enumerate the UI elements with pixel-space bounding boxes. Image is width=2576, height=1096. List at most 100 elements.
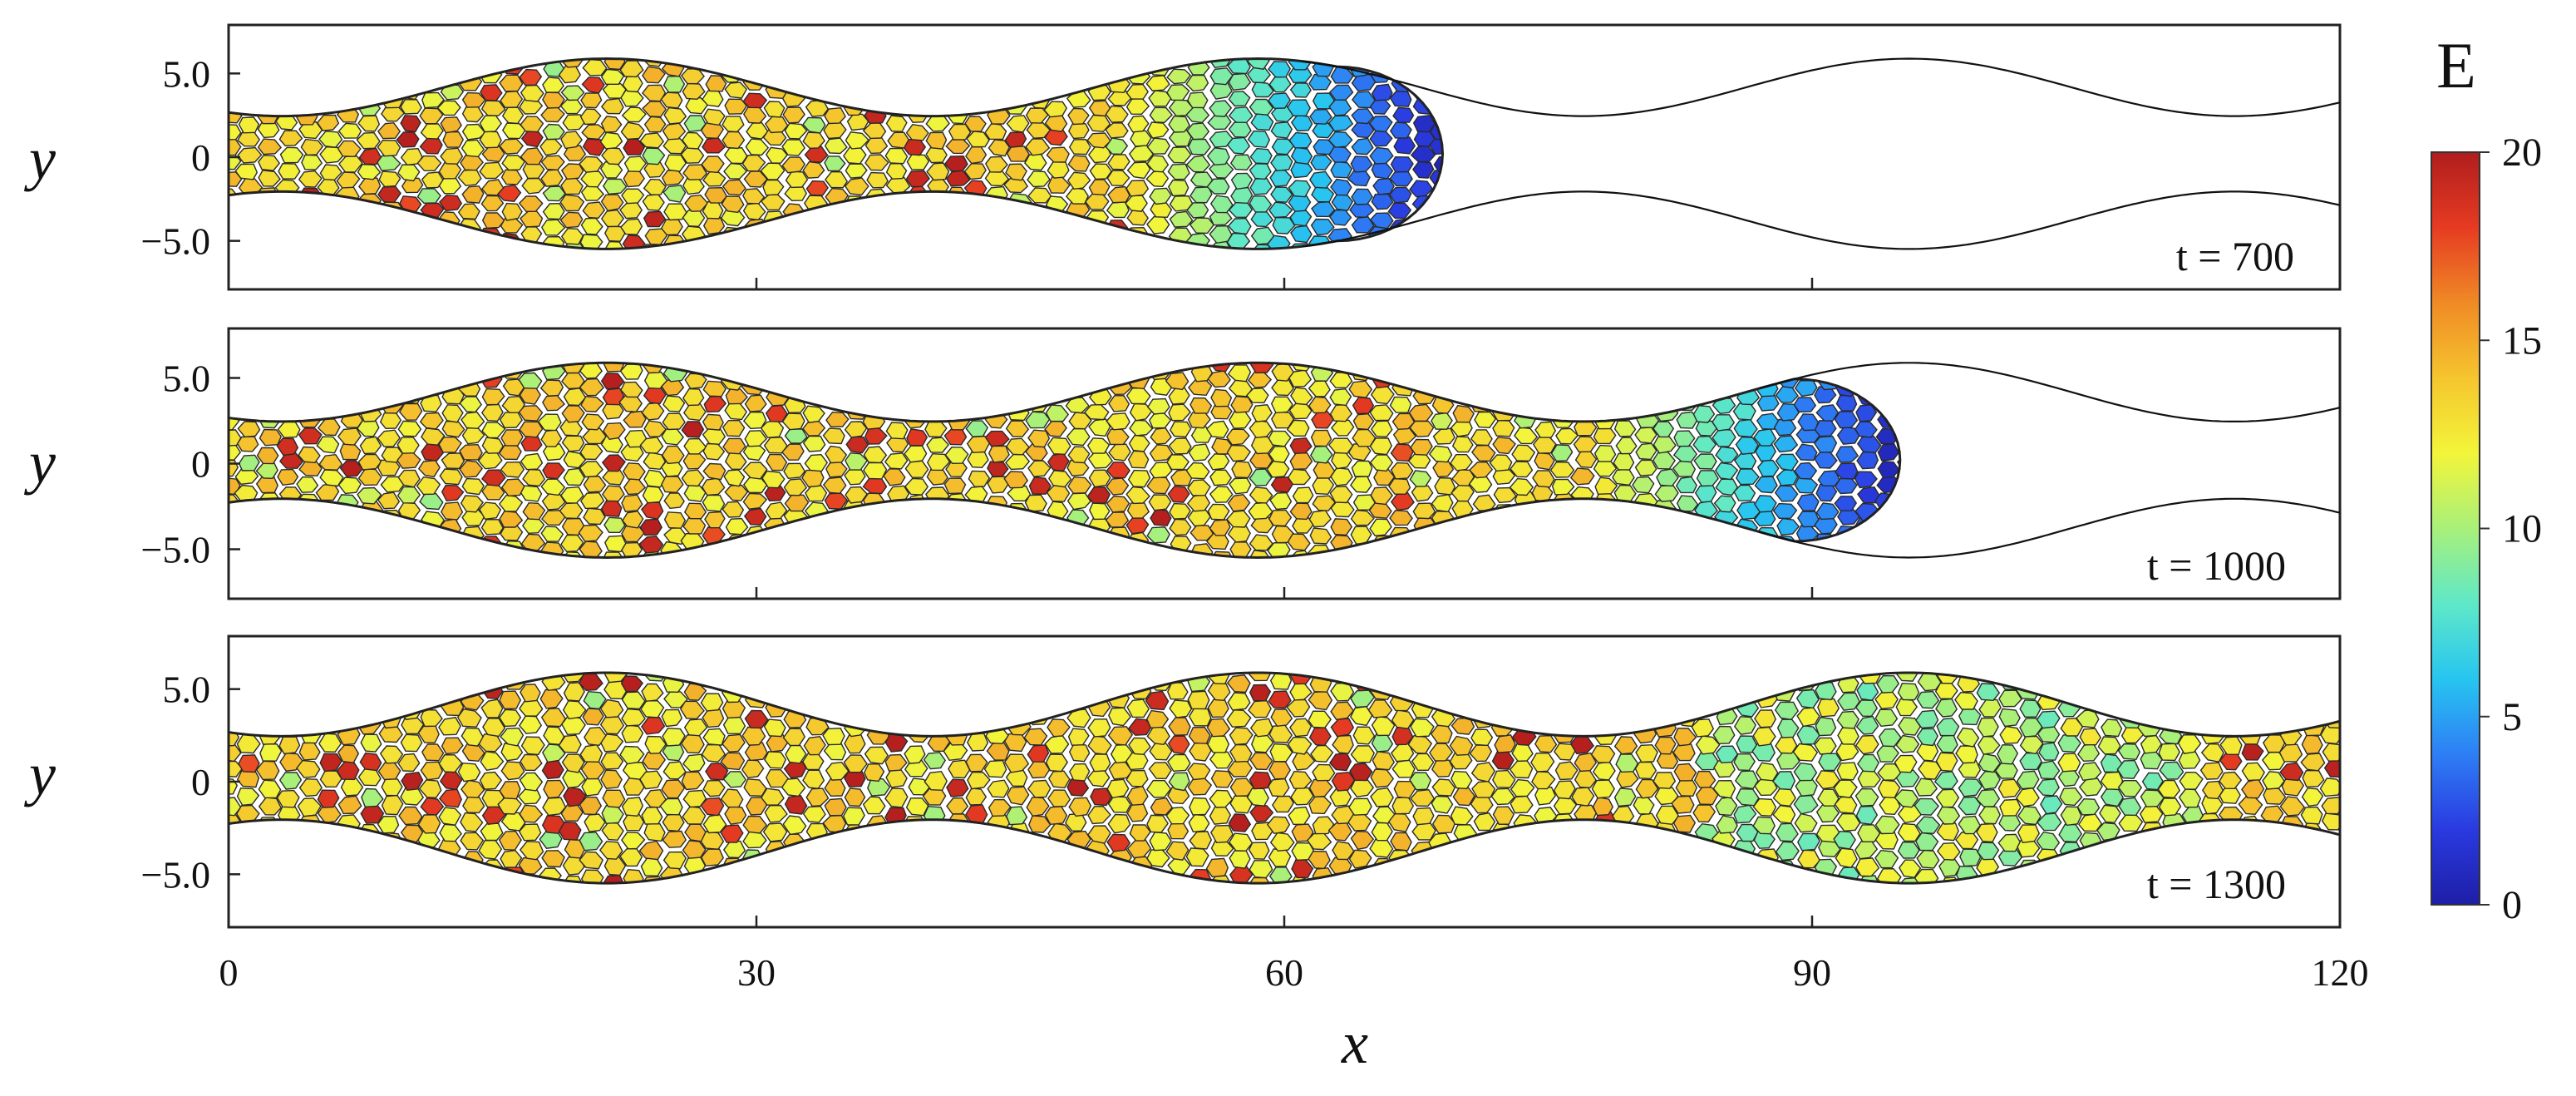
cell (1570, 486, 1594, 504)
cell (1352, 91, 1376, 109)
cell (520, 452, 544, 471)
cell (1350, 745, 1376, 763)
cell (1450, 806, 1474, 826)
cell (1574, 769, 1597, 789)
cell (480, 84, 503, 101)
cell (481, 212, 505, 230)
cell (581, 77, 605, 94)
cell (1332, 734, 1354, 754)
cell (1897, 682, 1920, 701)
cell (762, 179, 785, 196)
y-tick-label: 0 (191, 761, 210, 803)
cell (498, 830, 522, 851)
x-tick-label: 120 (2312, 951, 2369, 994)
cell (1999, 725, 2023, 744)
cell (456, 708, 482, 728)
cell (1492, 437, 1516, 455)
cell (1229, 727, 1254, 746)
cell (479, 115, 502, 133)
cell (1349, 763, 1373, 782)
cell (1308, 380, 1331, 397)
cell (318, 453, 343, 471)
cell-layer (229, 363, 1900, 558)
cell (600, 68, 625, 86)
cell (1309, 108, 1332, 125)
cell (1492, 419, 1515, 437)
cell (925, 486, 950, 505)
cell (943, 477, 967, 495)
cell (1330, 718, 1355, 738)
cell (801, 420, 826, 437)
cell (1105, 511, 1130, 528)
cell (438, 753, 463, 773)
cell (1797, 849, 1821, 869)
cell (1249, 98, 1274, 116)
cell (420, 761, 444, 781)
cell (436, 100, 461, 116)
cell (680, 734, 705, 754)
cell (1291, 858, 1314, 879)
cell (844, 421, 868, 438)
cell (561, 715, 586, 736)
cell (2301, 787, 2324, 807)
cell (1249, 752, 1273, 771)
cell (319, 753, 342, 773)
cell (1129, 402, 1154, 422)
cell (229, 107, 243, 124)
cell (1167, 753, 1191, 773)
cell (461, 477, 485, 496)
cell (2058, 823, 2083, 843)
cell (417, 460, 441, 478)
cell (1145, 709, 1170, 729)
cell (1088, 179, 1111, 196)
cell (1897, 370, 1900, 388)
cell (2263, 787, 2287, 805)
cell (663, 511, 687, 529)
cell (781, 443, 805, 461)
cell (642, 66, 666, 84)
cell (640, 857, 663, 877)
cell (845, 436, 869, 454)
cell (2017, 806, 2042, 826)
cell (1350, 476, 1372, 493)
cell (1289, 82, 1312, 98)
cell (1288, 806, 1311, 826)
cell (642, 147, 666, 165)
cell (1048, 470, 1072, 488)
cell (1068, 743, 1091, 763)
cell (398, 402, 423, 421)
cell (519, 772, 544, 792)
cell (438, 807, 462, 826)
cell (702, 728, 726, 746)
cell (1186, 493, 1211, 512)
cell (1491, 750, 1515, 770)
cell (1351, 460, 1373, 477)
cell (1127, 115, 1150, 133)
cell (1935, 752, 1958, 773)
cell (480, 403, 504, 422)
cell (986, 742, 1010, 761)
cell (1693, 770, 1717, 788)
cell (1268, 866, 1293, 884)
cell (1897, 467, 1900, 486)
cell (255, 760, 280, 781)
cell (761, 787, 785, 806)
cell (1835, 742, 1859, 762)
cell (1288, 180, 1312, 198)
cell (336, 171, 361, 189)
cell (661, 779, 686, 799)
cell (1249, 163, 1272, 180)
cell (1859, 875, 1880, 884)
cell (1469, 744, 1493, 763)
cell (459, 460, 484, 478)
panel-t1000: 5.00−5.0 y t = 1000 (23, 327, 2342, 600)
cell (1028, 476, 1052, 495)
cell (803, 735, 826, 756)
cell (298, 778, 323, 797)
cell (1817, 698, 1840, 718)
tissue-outline (227, 361, 1902, 560)
cell (361, 787, 384, 808)
cell (1855, 715, 1879, 735)
cell (621, 691, 646, 710)
cell (1958, 778, 1983, 797)
